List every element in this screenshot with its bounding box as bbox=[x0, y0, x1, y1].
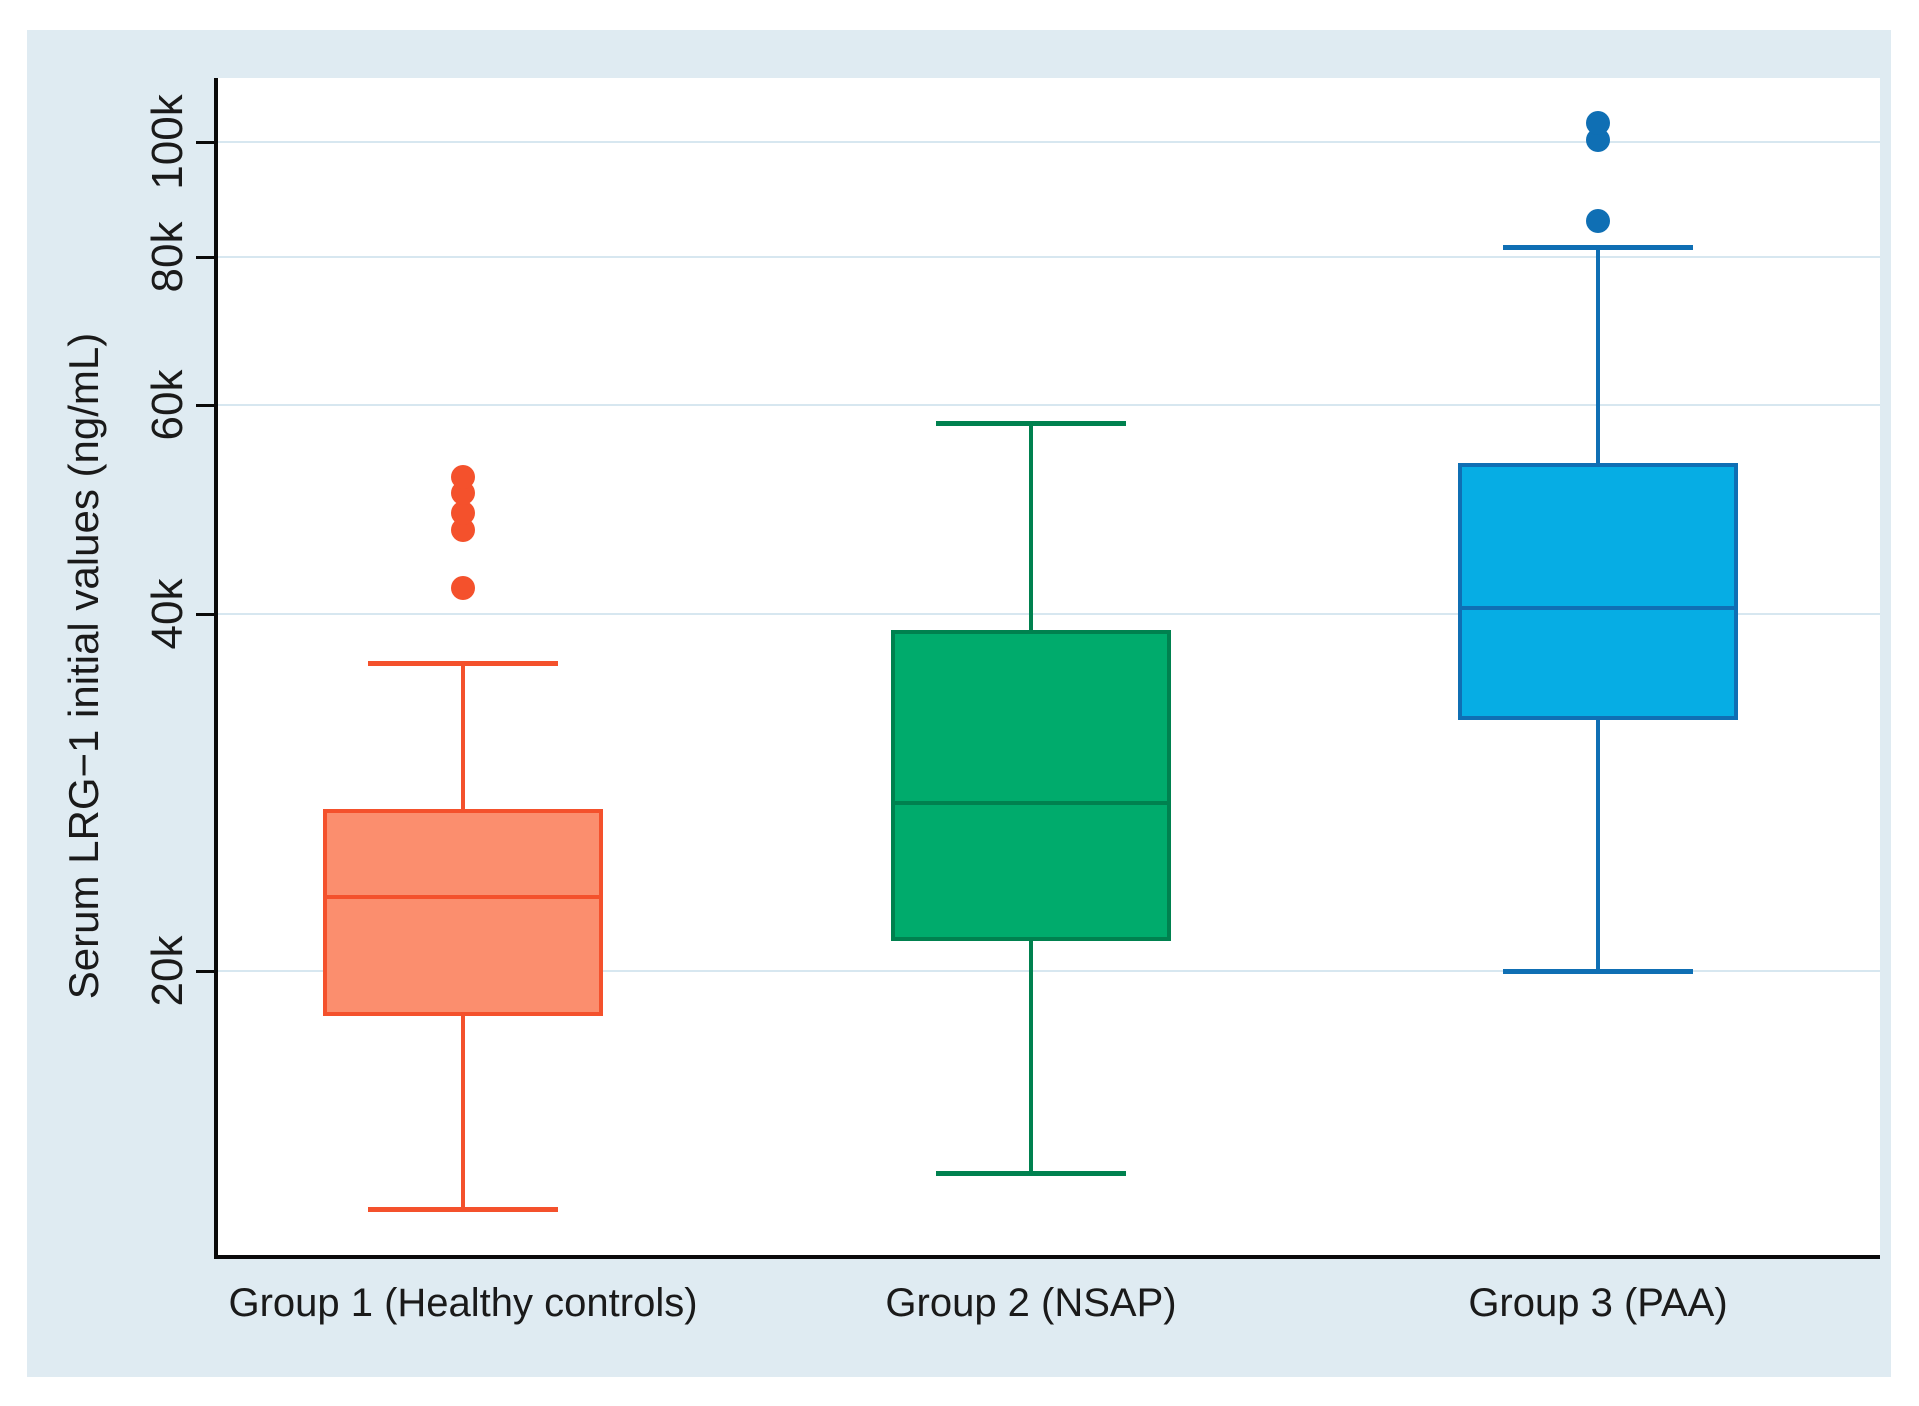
upper-whisker-cap bbox=[936, 420, 1126, 426]
outlier-dot bbox=[451, 575, 475, 600]
y-axis-line bbox=[214, 78, 218, 1259]
lower-whisker-line bbox=[1029, 938, 1033, 1174]
lower-whisker-line bbox=[1596, 717, 1600, 971]
y-gridline bbox=[217, 969, 1880, 972]
y-gridline bbox=[217, 255, 1880, 258]
y-tick-label: 80k bbox=[143, 221, 192, 293]
outlier-dot bbox=[451, 464, 475, 489]
y-tick-label: 100k bbox=[143, 94, 192, 190]
x-axis-line bbox=[214, 1255, 1880, 1259]
y-gridline bbox=[217, 141, 1880, 143]
median-line bbox=[1458, 605, 1738, 610]
iqr-box bbox=[1458, 463, 1738, 720]
y-tickmark bbox=[196, 404, 214, 408]
lower-whisker-cap bbox=[368, 1206, 558, 1212]
upper-whisker-line bbox=[461, 662, 465, 811]
lower-whisker-cap bbox=[1503, 968, 1693, 974]
x-category-label: Group 3 (PAA) bbox=[1468, 1281, 1728, 1325]
upper-whisker-line bbox=[1029, 422, 1033, 633]
lower-whisker-line bbox=[461, 1013, 465, 1209]
y-gridline bbox=[217, 404, 1880, 407]
upper-whisker-cap bbox=[1503, 244, 1693, 250]
y-tick-label: 40k bbox=[143, 578, 192, 650]
upper-whisker-cap bbox=[368, 660, 558, 666]
x-category-label: Group 2 (NSAP) bbox=[885, 1281, 1177, 1325]
y-tickmark bbox=[196, 141, 214, 144]
y-tickmark bbox=[196, 969, 214, 973]
y-axis-title: Serum LRG−1 initial values (ng/mL) bbox=[60, 332, 107, 1000]
y-tickmark bbox=[196, 612, 214, 616]
y-tick-label: 60k bbox=[143, 369, 192, 441]
outlier-dot bbox=[1586, 111, 1610, 136]
upper-whisker-line bbox=[1596, 246, 1600, 466]
y-tick-label: 20k bbox=[143, 935, 192, 1007]
lower-whisker-cap bbox=[936, 1171, 1126, 1177]
median-line bbox=[891, 801, 1171, 806]
outlier-dot bbox=[1586, 208, 1610, 233]
y-gridline bbox=[217, 612, 1880, 615]
x-category-label: Group 1 (Healthy controls) bbox=[228, 1281, 698, 1325]
y-tickmark bbox=[196, 255, 214, 259]
iqr-box bbox=[323, 808, 603, 1016]
iqr-box bbox=[891, 630, 1171, 941]
median-line bbox=[323, 894, 603, 899]
